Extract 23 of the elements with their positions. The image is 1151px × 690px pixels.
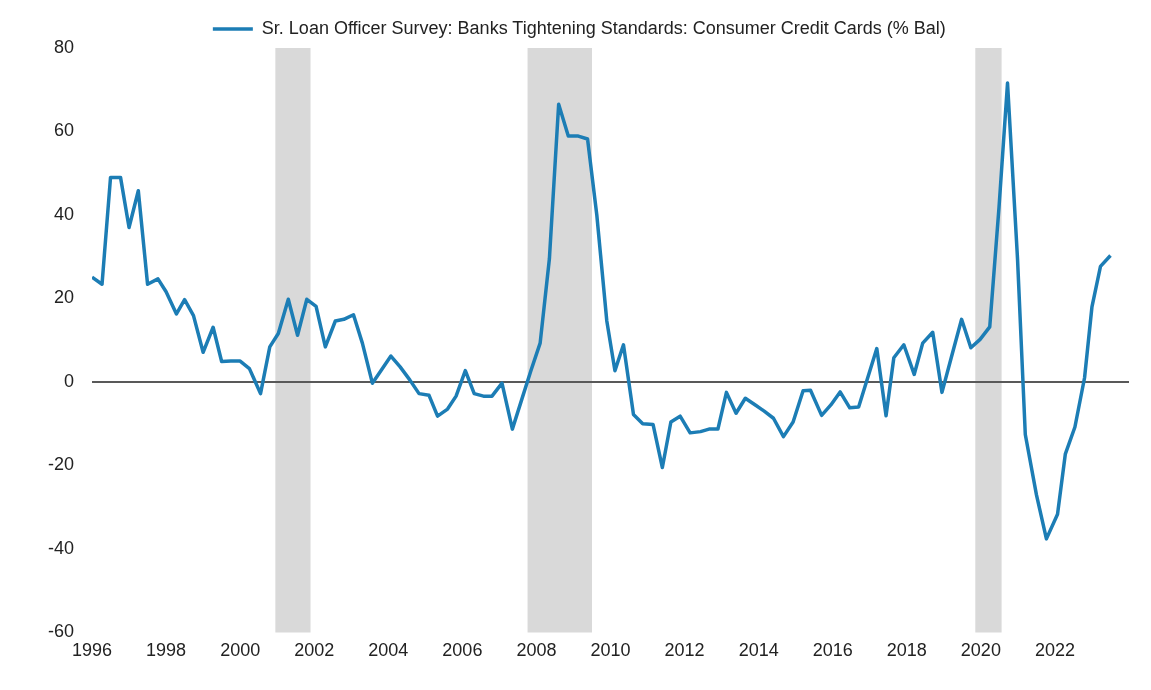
x-tick-label: 2020: [960, 640, 1001, 661]
y-tick-label: -40: [48, 537, 75, 558]
x-tick-label: 2002: [294, 640, 335, 661]
y-tick-label: 20: [53, 287, 75, 308]
y-tick-label: -20: [48, 454, 75, 475]
x-tick-label: 2018: [886, 640, 927, 661]
y-tick-label: 0: [64, 370, 75, 391]
y-tick-label: 40: [53, 203, 75, 224]
x-tick-label: 1998: [146, 640, 187, 661]
y-tick-label: -60: [48, 621, 75, 642]
y-tick-label: 60: [53, 120, 75, 141]
x-tick-label: 2006: [442, 640, 483, 661]
legend-label: Sr. Loan Officer Survey: Banks Tightening Standards: Consumer Credit Cards (% Bal): [261, 17, 946, 38]
x-tick-label: 2022: [1034, 640, 1075, 661]
x-tick-label: 2004: [368, 640, 409, 661]
x-tick-label: 2010: [590, 640, 631, 661]
x-tick-label: 2016: [812, 640, 853, 661]
y-tick-label: 80: [53, 36, 75, 57]
x-tick-label: 2014: [738, 640, 779, 661]
x-tick-label: 2008: [516, 640, 557, 661]
x-tick-label: 1996: [71, 640, 113, 661]
x-tick-label: 2000: [220, 640, 261, 661]
x-tick-label: 2012: [664, 640, 705, 661]
